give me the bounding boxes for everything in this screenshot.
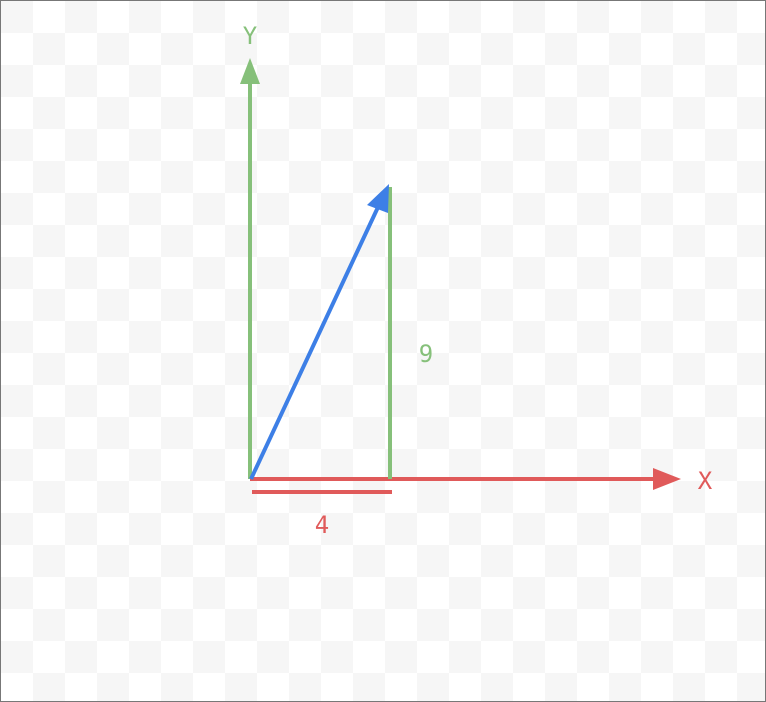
- y-axis-arrowhead: [240, 58, 260, 84]
- vector-arrowhead: [367, 184, 389, 213]
- y-component-label: 9: [419, 340, 433, 368]
- x-axis-arrowhead: [653, 468, 681, 490]
- y-axis-label: Y: [243, 22, 258, 50]
- vector-line: [249, 204, 381, 480]
- x-axis-label: X: [698, 467, 713, 495]
- x-component-label: 4: [315, 511, 329, 539]
